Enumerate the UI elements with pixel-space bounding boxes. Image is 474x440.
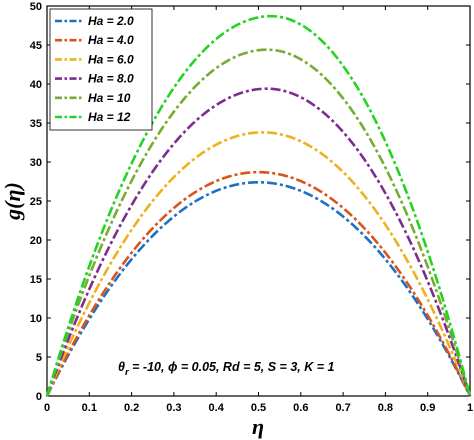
series-line [45,180,472,397]
series-line [45,170,472,397]
series-line [45,131,472,397]
y-axis-ticks: 0 5 10 15 20 25 30 35 40 45 50 [30,1,470,403]
legend-label: Ha = 2.0 [88,14,134,28]
series-line [45,48,472,397]
legend-label: Ha = 10 [88,91,131,105]
annotation-theta-sub: r [125,367,130,378]
y-tick-label: 35 [30,118,42,130]
legend-box [49,8,153,131]
legend-label: Ha = 6.0 [88,52,134,66]
annotation-rest: = -10, ϕ = 0.05, Rd = 5, S = 3, K = 1 [129,360,335,374]
legend-label: Ha = 12 [88,110,131,124]
x-tick-label: 0.4 [209,402,225,414]
y-tick-label: 30 [30,157,42,169]
y-tick-label: 5 [36,352,42,364]
series-line [45,87,472,397]
y-tick-label: 50 [30,1,42,13]
y-tick-label: 40 [30,79,42,91]
y-tick-label: 10 [30,313,42,325]
x-tick-label: 0.5 [251,402,266,414]
x-axis-label: η [252,414,264,439]
legend-items: Ha = 2.0 Ha = 4.0 Ha = 6.0 Ha = 8.0 Ha = 10 H… [55,14,134,124]
y-tick-label: 45 [30,40,42,52]
parameter-annotation: θr = -10, ϕ = 0.05, Rd = 5, S = 3, K = 1 [118,360,334,378]
annotation-theta: θ [118,360,125,374]
legend-label: Ha = 8.0 [88,72,134,86]
x-tick-label: 0.6 [293,402,308,414]
series-layer [45,14,472,397]
series-line [45,14,472,397]
x-tick-label: 0.9 [420,402,435,414]
y-tick-label: 20 [30,235,42,247]
x-tick-label: 0 [44,402,50,414]
x-axis-ticks: 0 0.1 0.2 0.3 0.4 0.5 0.6 0.7 0.8 0.9 1 [44,6,473,414]
x-tick-label: 0.7 [335,402,350,414]
x-tick-label: 0.8 [378,402,393,414]
y-tick-label: 0 [36,391,42,403]
x-tick-label: 0.3 [166,402,181,414]
x-tick-label: 1 [467,402,473,414]
x-tick-label: 0.2 [124,402,139,414]
y-tick-label: 25 [30,196,42,208]
legend: Ha = 2.0 Ha = 4.0 Ha = 6.0 Ha = 8.0 Ha = 10 H… [49,8,153,131]
legend-label: Ha = 4.0 [88,33,134,47]
y-axis-label: g(η) [0,182,25,221]
x-tick-label: 0.1 [82,402,97,414]
y-tick-label: 15 [30,274,42,286]
